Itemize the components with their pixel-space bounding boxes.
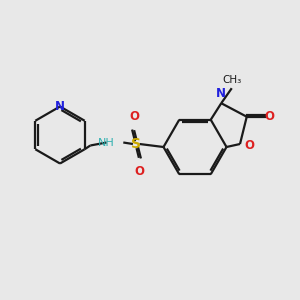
- Text: O: O: [244, 139, 254, 152]
- Text: O: O: [134, 165, 144, 178]
- Text: S: S: [131, 137, 142, 151]
- Text: N: N: [55, 100, 65, 113]
- Text: CH₃: CH₃: [223, 75, 242, 85]
- Text: O: O: [129, 110, 139, 123]
- Text: N: N: [216, 87, 226, 100]
- Text: O: O: [264, 110, 274, 123]
- Text: NH: NH: [98, 137, 114, 148]
